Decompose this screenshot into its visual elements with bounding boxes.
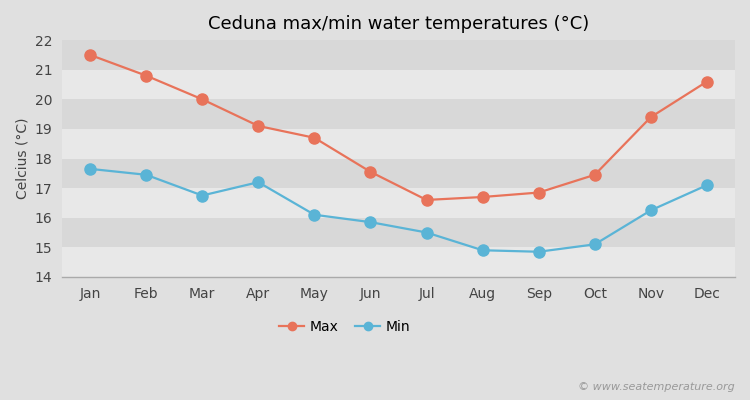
Min <box>703 183 712 188</box>
Max <box>366 170 375 174</box>
Line: Min: Min <box>85 163 712 257</box>
Max <box>478 194 488 199</box>
Bar <box>62 188 735 218</box>
Min <box>478 248 488 253</box>
Max <box>590 172 599 177</box>
Bar <box>62 40 735 70</box>
Min <box>646 208 656 213</box>
Min <box>366 220 375 224</box>
Bar <box>62 158 735 188</box>
Bar <box>62 218 735 247</box>
Line: Max: Max <box>85 49 712 206</box>
Max <box>646 115 656 120</box>
Bar <box>62 129 735 158</box>
Max <box>142 73 151 78</box>
Y-axis label: Celcius (°C): Celcius (°C) <box>15 118 29 199</box>
Min <box>310 212 319 217</box>
Bar <box>62 247 735 277</box>
Min <box>142 172 151 177</box>
Max <box>534 190 543 195</box>
Text: © www.seatemperature.org: © www.seatemperature.org <box>578 382 735 392</box>
Min <box>422 230 431 235</box>
Max <box>254 124 262 128</box>
Min <box>590 242 599 247</box>
Legend: Max, Min: Max, Min <box>274 315 416 340</box>
Max <box>703 79 712 84</box>
Min <box>254 180 262 184</box>
Min <box>86 166 94 171</box>
Max <box>310 135 319 140</box>
Min <box>534 249 543 254</box>
Title: Ceduna max/min water temperatures (°C): Ceduna max/min water temperatures (°C) <box>208 15 590 33</box>
Bar <box>62 99 735 129</box>
Max <box>198 97 207 102</box>
Max <box>86 52 94 57</box>
Min <box>198 193 207 198</box>
Max <box>422 198 431 202</box>
Bar <box>62 70 735 99</box>
